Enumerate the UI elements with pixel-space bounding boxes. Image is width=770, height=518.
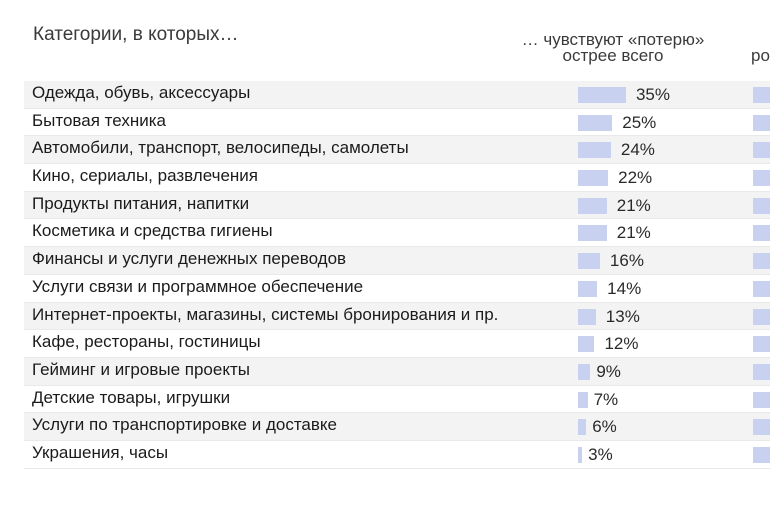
table-row: Косметика и средства гигиены 21%: [24, 219, 770, 248]
value-bar: [578, 253, 600, 270]
value-label: 9%: [596, 361, 621, 381]
value-bar: [578, 419, 587, 436]
value-label: 35%: [635, 85, 670, 104]
value-bar: [578, 336, 595, 353]
second-column-bar: [753, 308, 770, 325]
value-bar: [578, 225, 607, 242]
value-label: 12%: [604, 334, 639, 354]
second-column-bar: [753, 336, 770, 353]
value-bar: [578, 308, 596, 325]
value-label: 21%: [616, 195, 651, 215]
table-row: Украшения, часы 3%: [24, 441, 770, 469]
value-bar: [578, 280, 598, 297]
table-row: Детские товары, игрушки 7%: [24, 386, 770, 414]
second-column-bar: [753, 391, 770, 408]
loss-column-header-line2: острее всего: [562, 46, 664, 65]
category-label: Бытовая техника: [32, 110, 166, 130]
value-bar: [578, 363, 591, 380]
value-label: 13%: [605, 306, 640, 326]
category-label: Гейминг и игровые проекты: [32, 359, 250, 379]
second-column-bar: [753, 114, 770, 131]
categories-header: Категории, в которых…: [33, 24, 239, 45]
category-label: Одежда, обувь, аксессуары: [32, 83, 251, 102]
second-column-bar: [753, 253, 770, 270]
chart-rows: Одежда, обувь, аксессуары 35% Бытовая техн…: [24, 81, 770, 469]
category-label: Детские товары, игрушки: [32, 387, 231, 407]
category-label: Украшения, часы: [32, 442, 169, 462]
second-column-bar: [753, 142, 770, 159]
value-label: 14%: [607, 278, 642, 298]
category-label: Интернет-проекты, магазины, системы брон…: [32, 304, 499, 324]
category-label: Продукты питания, напитки: [32, 193, 250, 213]
second-column-bar: [753, 363, 770, 380]
value-label: 25%: [622, 112, 657, 132]
second-column-bar: [753, 280, 770, 297]
second-column-bar: [753, 419, 770, 436]
category-label: Косметика и средства гигиены: [32, 221, 273, 241]
table-row: Продукты питания, напитки 21%: [24, 191, 770, 220]
table-row: Бытовая техника 25%: [24, 109, 770, 137]
value-label: 21%: [616, 223, 651, 243]
second-column-bar: [753, 197, 770, 214]
table-row: Финансы и услуги денежных переводов 16%: [24, 247, 770, 275]
category-label: Кафе, рестораны, гостиницы: [32, 332, 261, 352]
value-label: 22%: [618, 168, 653, 188]
value-label: 3%: [588, 444, 613, 464]
loss-column-header: … чувствуют «потерю» острее всего: [488, 30, 738, 65]
value-bar: [578, 142, 611, 159]
table-row: Кино, сериалы, развлечения 22%: [24, 164, 770, 192]
value-label: 16%: [609, 251, 644, 271]
value-bar: [578, 391, 588, 408]
value-bar: [578, 446, 583, 463]
category-label: Услуги по транспортировке и доставке: [32, 415, 337, 435]
value-bar: [578, 170, 609, 187]
second-column-bar: [753, 87, 770, 103]
table-row: Услуги по транспортировке и доставке 6%: [24, 413, 770, 441]
value-label: 7%: [593, 389, 619, 409]
value-label: 24%: [620, 140, 655, 160]
table-row: Одежда, обувь, аксессуары 35%: [24, 81, 770, 109]
table-row: Гейминг и игровые проекты 9%: [24, 357, 770, 386]
second-column-bar: [753, 170, 770, 187]
value-bar: [578, 197, 607, 214]
category-label: Услуги связи и программное обеспечение: [32, 276, 364, 296]
value-bar: [578, 87, 626, 103]
second-column-header: ро: [751, 46, 770, 65]
table-row: Кафе, рестораны, гостиницы 12%: [24, 330, 770, 358]
table-row: Автомобили, транспорт, велосипеды, самол…: [24, 136, 770, 165]
table-row: Услуги связи и программное обеспечение 14…: [24, 275, 770, 303]
category-label: Кино, сериалы, развлечения: [32, 166, 258, 186]
category-label: Финансы и услуги денежных переводов: [32, 249, 347, 269]
loss-column-header-line1: … чувствуют «потерю»: [521, 30, 705, 49]
second-column-bar: [753, 225, 770, 242]
second-column-bar: [753, 446, 770, 463]
value-label: 6%: [592, 417, 617, 437]
value-bar: [578, 114, 613, 131]
category-label: Автомобили, транспорт, велосипеды, самол…: [32, 138, 409, 158]
table-row: Интернет-проекты, магазины, системы брон…: [24, 302, 770, 331]
